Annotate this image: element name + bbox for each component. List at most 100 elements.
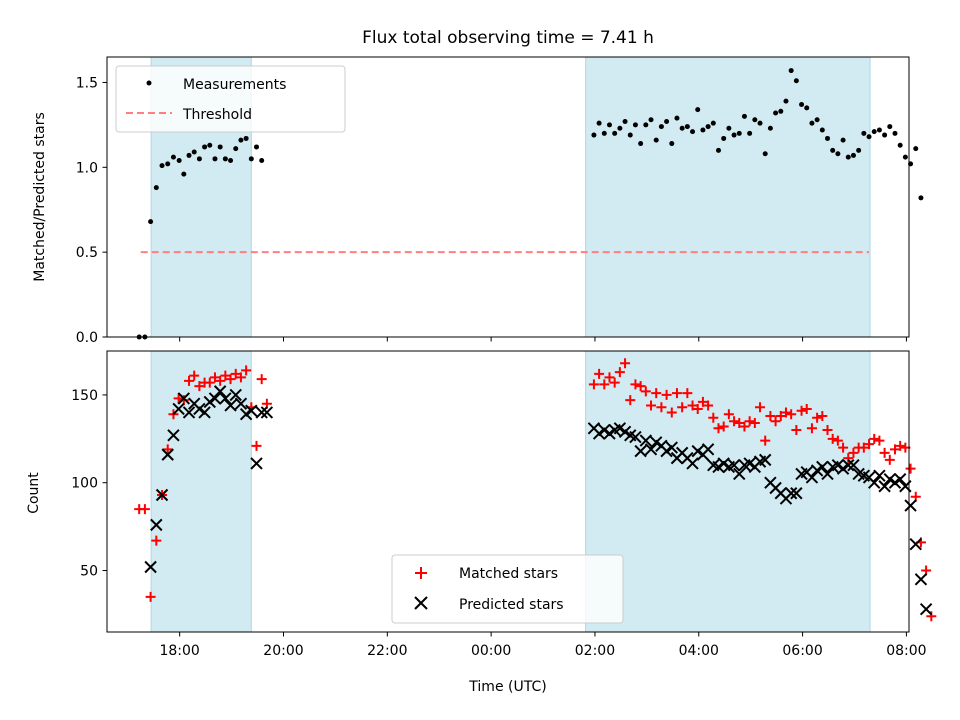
- bottom-markers: [134, 358, 937, 622]
- measurement-point: [757, 120, 763, 126]
- measurement-point: [684, 124, 690, 130]
- legend-matched-marker: [415, 567, 427, 579]
- measurement-point: [741, 113, 747, 119]
- measurement-point: [788, 68, 794, 74]
- predicted-stars-point: [919, 602, 933, 616]
- predicted-stars-point: [634, 444, 647, 458]
- x-tick-label: 02:00: [575, 643, 615, 659]
- predicted-stars-point: [686, 457, 699, 470]
- matched-stars-point: [162, 444, 173, 455]
- predicted-stars-point: [909, 537, 922, 551]
- x-tick-label: 08:00: [886, 643, 926, 659]
- matched-stars-point: [189, 370, 200, 381]
- matched-stars-point: [692, 403, 703, 414]
- matched-stars-point: [708, 412, 719, 423]
- predicted-stars-point: [234, 397, 248, 410]
- measurement-point: [882, 132, 888, 138]
- shaded-region-2: [585, 350, 871, 633]
- measurement-point: [825, 135, 831, 141]
- shaded-region-2: [585, 56, 871, 338]
- matched-stars-point: [594, 368, 605, 379]
- bottom-panel: 18:00 20:00 22:00 00:00 02:00 04:00 06:00 08:00…: [71, 350, 937, 659]
- measurement-point: [207, 142, 213, 148]
- measurement-point: [248, 156, 254, 162]
- measurement-point: [674, 115, 680, 121]
- matched-stars-point: [801, 403, 812, 414]
- predicted-stars-point: [182, 406, 196, 419]
- legend-measurements-marker: [146, 80, 152, 86]
- matched-stars-point: [832, 435, 843, 446]
- matched-stars-point: [889, 444, 900, 455]
- legend-threshold-label: Threshold: [182, 107, 252, 123]
- x-tick-label: 22:00: [367, 643, 407, 659]
- measurement-point: [892, 130, 898, 136]
- predicted-stars-point: [914, 573, 928, 586]
- matched-stars-point: [230, 368, 241, 379]
- measurement-point: [715, 147, 721, 153]
- matched-stars-point: [926, 611, 937, 622]
- bottom-y-axis-label: Count: [26, 472, 42, 514]
- bottom-ticks: 18:00 20:00 22:00 00:00 02:00 04:00 06:00 08:00…: [71, 388, 926, 659]
- matched-stars-point: [838, 442, 849, 453]
- matched-stars-point: [640, 386, 651, 397]
- matched-stars-point: [235, 372, 246, 383]
- matched-stars-point: [661, 389, 672, 400]
- measurement-point: [217, 144, 223, 150]
- matched-stars-point: [204, 377, 215, 388]
- measurement-point: [664, 118, 670, 124]
- predicted-stars-point: [224, 399, 237, 412]
- measurement-point: [228, 158, 234, 164]
- measurement-point: [658, 124, 664, 130]
- matched-stars-point: [760, 435, 771, 446]
- predicted-stars-point: [219, 392, 232, 405]
- matched-stars-point: [209, 372, 220, 383]
- predicted-stars-point: [245, 404, 258, 417]
- x-axis-label: Time (UTC): [468, 679, 546, 695]
- predicted-stars-point: [198, 406, 211, 419]
- measurement-point: [181, 171, 187, 177]
- measurement-point: [159, 163, 165, 169]
- measurement-point: [902, 154, 908, 160]
- matched-stars-point: [905, 463, 916, 474]
- top-ticks: 0.0 0.5 1.0 1.5: [76, 75, 907, 346]
- measurement-point: [876, 127, 882, 133]
- x-tick-label: 00:00: [471, 643, 511, 659]
- measurement-point: [233, 146, 239, 152]
- matched-stars-point: [220, 370, 231, 381]
- legend-measurements-label: Measurements: [183, 77, 286, 93]
- matched-stars-point: [145, 591, 156, 602]
- matched-stars-point: [256, 374, 267, 385]
- predicted-stars-point: [878, 480, 891, 493]
- measurement-point: [913, 146, 919, 152]
- predicted-stars-point: [177, 392, 191, 405]
- matched-stars-point: [682, 388, 693, 399]
- matched-stars-point: [630, 379, 641, 390]
- y-tick-label: 1.0: [76, 160, 98, 176]
- matched-stars-point: [765, 410, 776, 421]
- matched-stars-point: [151, 535, 162, 546]
- measurement-point: [648, 117, 654, 123]
- measurement-point: [601, 130, 607, 136]
- measurement-point: [804, 105, 810, 111]
- predicted-stars-point: [213, 385, 227, 398]
- measurement-point: [202, 144, 208, 150]
- measurement-point: [617, 125, 623, 131]
- matched-stars-point: [827, 433, 838, 444]
- measurement-point: [243, 135, 249, 141]
- matched-stars-point: [215, 375, 226, 386]
- matched-stars-point: [848, 447, 859, 458]
- matched-stars-point: [635, 381, 646, 392]
- matched-stars-point: [588, 379, 599, 390]
- predicted-stars-point: [260, 406, 274, 419]
- predicted-stars-point: [847, 458, 860, 472]
- predicted-stars-point: [805, 471, 819, 484]
- measurement-point: [767, 125, 773, 131]
- legend-predicted-marker: [414, 596, 428, 610]
- matched-stars-point: [173, 393, 184, 404]
- measurement-point: [596, 120, 602, 126]
- measurement-point: [176, 158, 182, 164]
- matched-stars-point: [879, 447, 890, 458]
- measurement-point: [669, 141, 675, 147]
- top-axes-frame: [106, 56, 910, 338]
